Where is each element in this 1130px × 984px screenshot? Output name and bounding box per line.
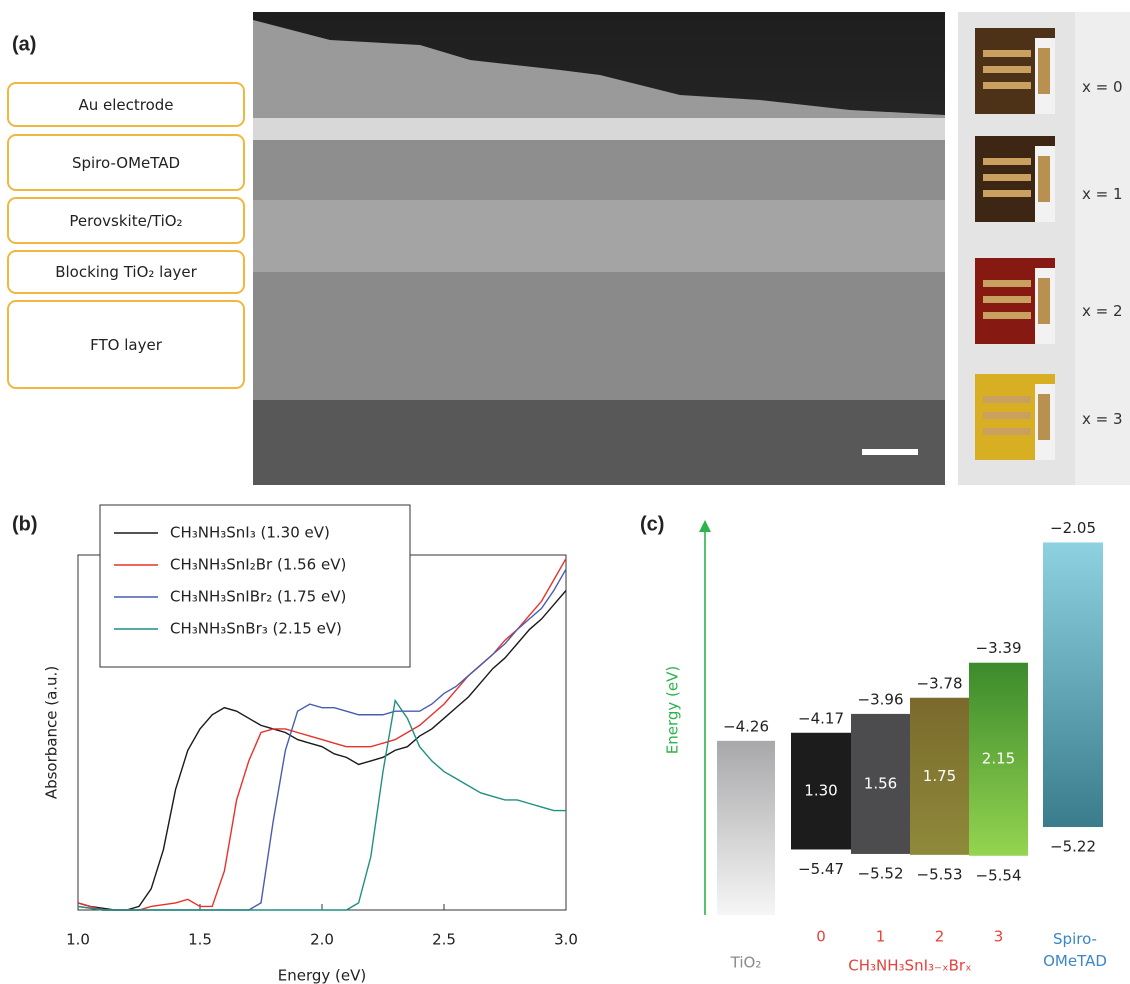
bottom-level-label: −5.54 <box>976 866 1022 884</box>
data-line <box>78 701 566 910</box>
sample-label: x = 1 <box>1082 185 1123 203</box>
layer-label: Perovskite/TiO₂ <box>7 197 245 244</box>
x-axis-label: Energy (eV) <box>278 967 366 984</box>
gap-label: 2.15 <box>982 750 1015 768</box>
figure: (a) (b) (c) CH₃NH₃SnI₃₋ₓBrₓ 1.0 1.5 2.0 2.5… <box>0 0 1130 984</box>
x-tick-label: 2.5 <box>432 931 456 949</box>
layer-label: Spiro-OMeTAD <box>7 134 245 191</box>
legend-label: CH₃NH₃SnI₃ (1.30 eV) <box>170 524 330 542</box>
energy-axis-arrow <box>699 520 711 532</box>
layer-label: Au electrode <box>7 82 245 127</box>
sem-fto-layer <box>253 272 945 400</box>
sem-au-layer <box>253 118 945 140</box>
category-label: 2 <box>935 928 945 946</box>
panel-label: (c) <box>640 513 664 535</box>
top-level-label: −4.26 <box>723 717 769 735</box>
top-level-label: −3.39 <box>976 639 1022 657</box>
sem-image <box>253 12 945 485</box>
bottom-level-label: −5.47 <box>798 860 844 878</box>
gap-label: 1.75 <box>923 767 956 785</box>
y-axis-label: Energy (eV) <box>664 666 682 754</box>
panel-label: (a) <box>12 33 36 55</box>
top-level-label: −2.05 <box>1050 519 1096 537</box>
bottom-level-label: −5.52 <box>858 864 904 882</box>
layer-label: FTO layer <box>7 300 245 389</box>
device-photo <box>975 374 1055 460</box>
top-level-label: −3.96 <box>858 690 904 708</box>
category-label: Spiro-OMeTAD <box>1030 928 1120 972</box>
bottom-level-label: −5.22 <box>1050 838 1096 856</box>
x-tick-label: 2.0 <box>310 931 334 949</box>
gap-label: 1.30 <box>804 782 837 800</box>
category-label: TiO₂ <box>730 954 762 972</box>
group-label: CH₃NH₃SnI₃₋ₓBrₓ <box>848 957 971 975</box>
energy-level-bar <box>717 741 775 915</box>
sample-label: x = 3 <box>1082 410 1123 428</box>
x-tick-label: 1.0 <box>66 931 90 949</box>
top-level-label: −4.17 <box>798 709 844 727</box>
x-tick-label: 1.5 <box>188 931 212 949</box>
category-label: 0 <box>816 928 826 946</box>
legend-label: CH₃NH₃SnIBr₂ (1.75 eV) <box>170 588 346 606</box>
category-label: 1 <box>876 928 886 946</box>
legend-label: CH₃NH₃SnI₂Br (1.56 eV) <box>170 556 346 574</box>
legend-label: CH₃NH₃SnBr₃ (2.15 eV) <box>170 620 342 638</box>
category-label: 3 <box>994 928 1004 946</box>
scale-bar <box>862 449 918 455</box>
device-photo <box>975 28 1055 114</box>
device-photo <box>975 136 1055 222</box>
sem-perovskite-layer <box>253 200 945 272</box>
layer-label: Blocking TiO₂ layer <box>7 250 245 294</box>
bottom-level-label: −5.53 <box>917 865 963 883</box>
sample-label: x = 2 <box>1082 302 1123 320</box>
sem-substrate <box>253 400 945 485</box>
sem-spiro-layer <box>253 140 945 200</box>
device-photo <box>975 258 1055 344</box>
y-axis-label: Absorbance (a.u.) <box>43 666 61 799</box>
x-tick-label: 3.0 <box>554 931 578 949</box>
top-level-label: −3.78 <box>917 674 963 692</box>
sample-label: x = 0 <box>1082 78 1123 96</box>
energy-level-bar <box>1043 542 1103 827</box>
panel-label: (b) <box>12 513 38 535</box>
gap-label: 1.56 <box>864 774 897 792</box>
